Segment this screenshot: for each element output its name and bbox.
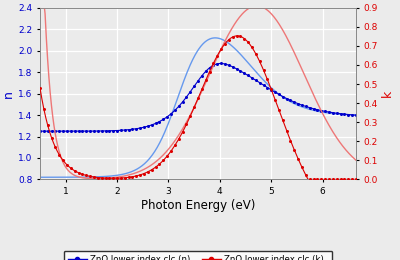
Y-axis label: n: n (2, 90, 15, 98)
X-axis label: Photon Energy (eV): Photon Energy (eV) (141, 199, 255, 212)
Legend: ZnO lower index.clc (n), ZnO higher index.clc (n), ZnO lower index.clc (k), ZnO : ZnO lower index.clc (n), ZnO higher inde… (64, 251, 332, 260)
Y-axis label: k: k (381, 90, 394, 97)
